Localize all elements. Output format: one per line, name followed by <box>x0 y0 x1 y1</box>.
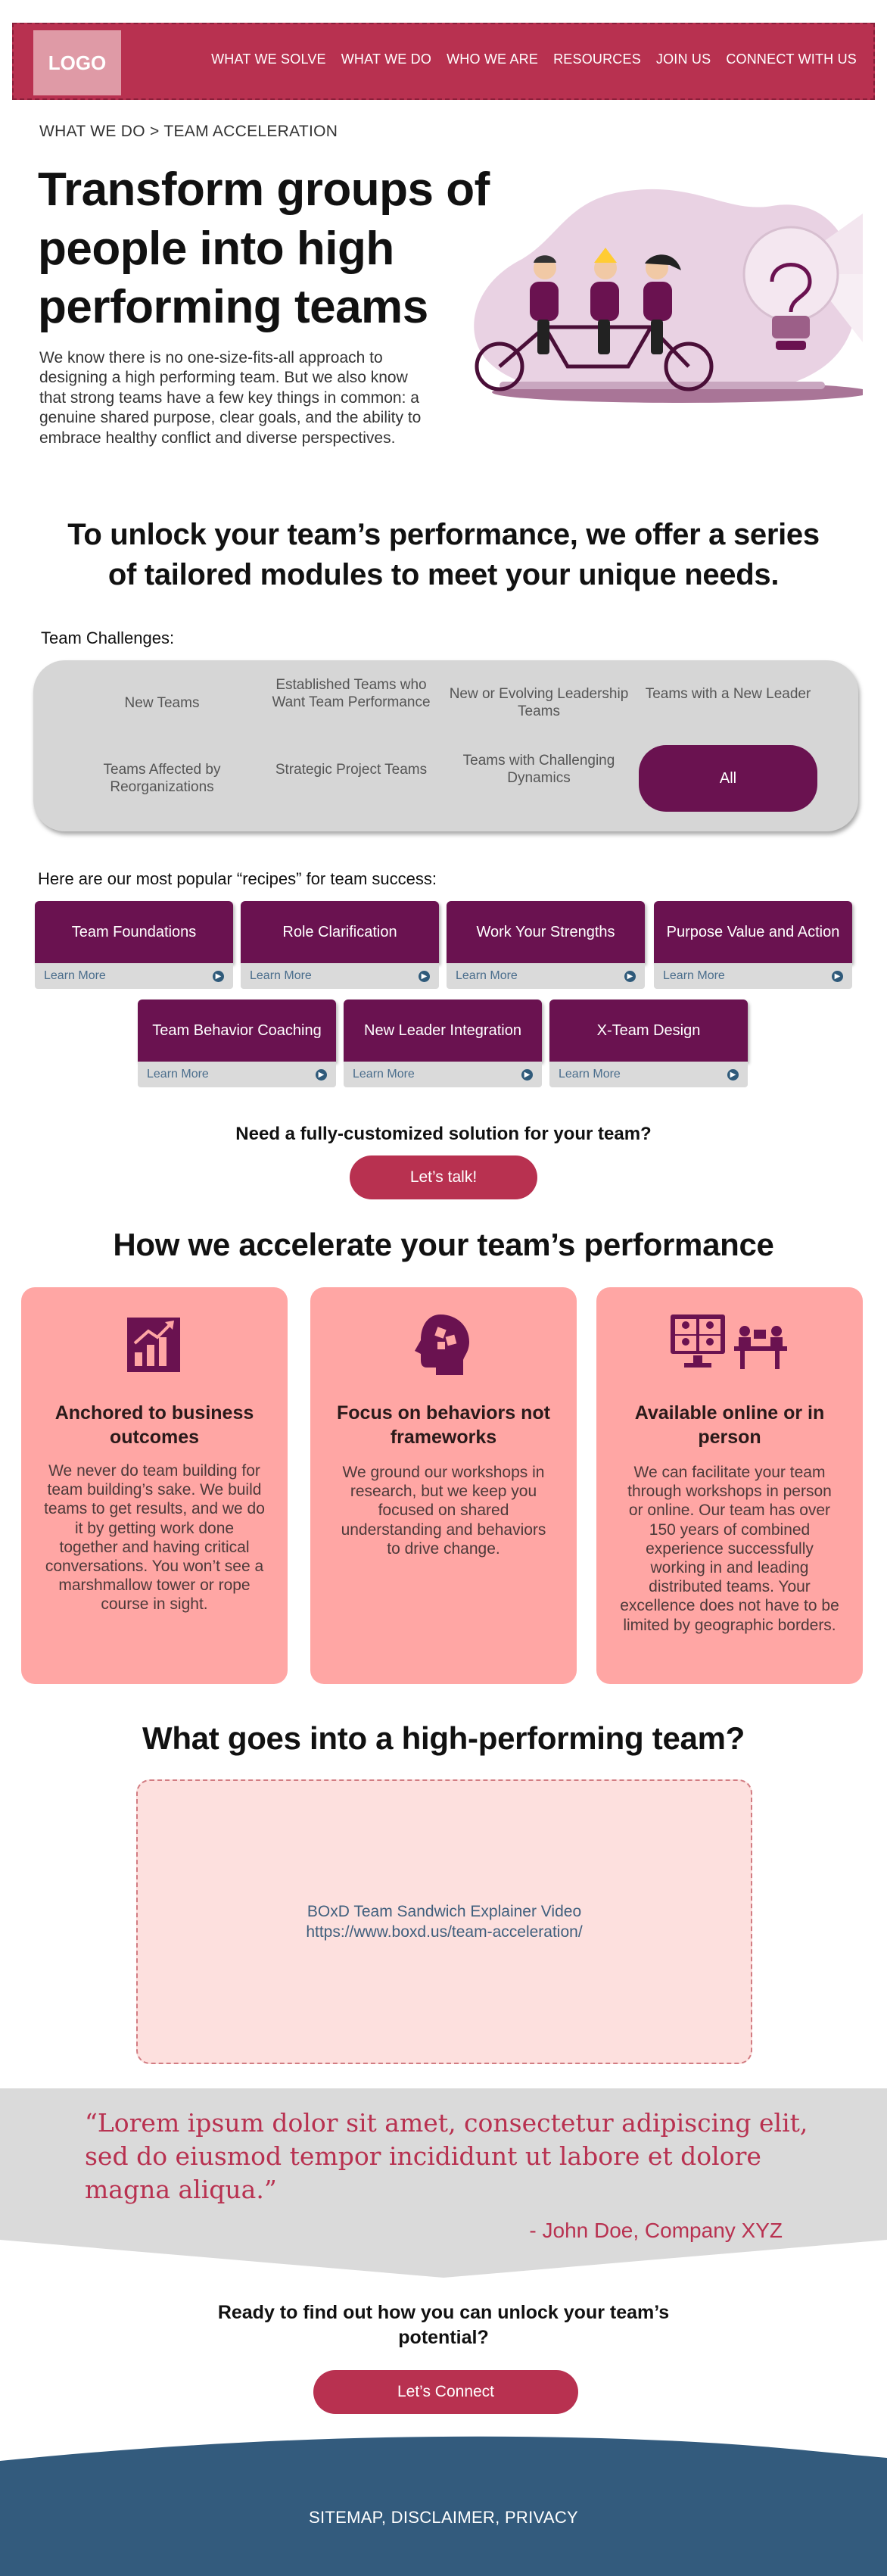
video-caption: BOxD Team Sandwich Explainer Video <box>307 1902 582 1920</box>
cta-heading-text: Ready to find out how you can unlock you… <box>217 2302 670 2348</box>
tandem-bike-illustration <box>474 189 863 403</box>
feature-card: Available online or in person We can fac… <box>596 1287 863 1684</box>
learn-more-label: Learn More <box>559 1068 621 1081</box>
feature-card: Focus on behaviors not frameworks We gro… <box>310 1287 577 1684</box>
learn-more-label: Learn More <box>353 1068 415 1081</box>
challenges-label: Team Challenges: <box>41 628 175 647</box>
arrow-right-icon: ▶ <box>316 1068 327 1081</box>
arrow-right-icon: ▶ <box>213 970 224 982</box>
video-url[interactable]: https://www.boxd.us/team-acceleration/ <box>306 1923 583 1941</box>
chip-reorganizations[interactable]: Teams Affected by Reorganizations <box>103 762 221 795</box>
breadcrumb[interactable]: WHAT WE DO > TEAM ACCELERATION <box>39 123 338 140</box>
video-placeholder[interactable]: BOxD Team Sandwich Explainer Video https… <box>136 1779 752 2064</box>
recipe-card[interactable]: Purpose Value and Action Learn More ▶ <box>654 901 852 989</box>
arrow-right-icon: ▶ <box>419 970 430 982</box>
lets-talk-button[interactable]: Let’s talk! <box>350 1155 537 1199</box>
arrow-right-icon: ▶ <box>521 1068 533 1081</box>
recipe-title[interactable]: Team Behavior Coaching <box>138 1000 336 1062</box>
nav-what-we-solve[interactable]: WHAT WE SOLVE <box>211 51 326 67</box>
feature-title: Available online or in person <box>634 1402 825 1448</box>
arrow-right-icon: ▶ <box>832 970 843 982</box>
hero-description: We know there is no one-size-fits-all ap… <box>39 349 422 447</box>
learn-more-link[interactable]: Learn More ▶ <box>447 963 645 989</box>
recipe-title[interactable]: New Leader Integration <box>344 1000 542 1062</box>
nav-what-we-do[interactable]: WHAT WE DO <box>341 51 432 67</box>
recipe-card[interactable]: X-Team Design Learn More ▶ <box>549 1000 748 1087</box>
learn-more-label: Learn More <box>44 969 106 982</box>
feature-text: We ground our workshops in research, but… <box>341 1464 546 1558</box>
recipe-title[interactable]: Role Clarification <box>241 901 439 963</box>
chip-teams-new-leader[interactable]: Teams with a New Leader <box>645 686 811 702</box>
recipe-card[interactable]: Team Foundations Learn More ▶ <box>35 901 233 989</box>
page-title: Transform groups of people into high per… <box>38 164 490 333</box>
arrow-right-icon: ▶ <box>624 970 636 982</box>
recipe-card[interactable]: Work Your Strengths Learn More ▶ <box>447 901 645 989</box>
chip-challenging-dynamics[interactable]: Teams with Challenging Dynamics <box>462 753 615 786</box>
head-puzzle-icon <box>310 1313 577 1381</box>
unlock-heading-text: To unlock your team’s performance, we of… <box>67 518 820 591</box>
recipe-card[interactable]: Role Clarification Learn More ▶ <box>241 901 439 989</box>
testimonial-author: - John Doe, Company XYZ <box>529 2219 783 2242</box>
cta-heading: Ready to find out how you can unlock you… <box>0 2300 887 2350</box>
feature-card: Anchored to business outcomes We never d… <box>21 1287 288 1684</box>
how-heading: How we accelerate your team’s performanc… <box>113 1227 774 1262</box>
online-meeting-icon <box>596 1313 863 1381</box>
recipe-card[interactable]: Team Behavior Coaching Learn More ▶ <box>138 1000 336 1087</box>
chip-new-leadership-teams[interactable]: New or Evolving Leadership Teams <box>449 686 629 719</box>
custom-solution-heading: Need a fully-customized solution for you… <box>235 1124 652 1144</box>
learn-more-link[interactable]: Learn More ▶ <box>654 963 852 989</box>
nav-connect-with-us[interactable]: CONNECT WITH US <box>726 51 857 67</box>
logo[interactable]: LOGO <box>33 30 121 95</box>
nav-menu: WHAT WE SOLVE WHAT WE DO WHO WE ARE RESO… <box>211 51 857 67</box>
chip-new-teams[interactable]: New Teams <box>124 695 200 711</box>
feature-title: Focus on behaviors not frameworks <box>337 1402 550 1448</box>
recipe-title[interactable]: Team Foundations <box>35 901 233 963</box>
video-heading: What goes into a high-performing team? <box>142 1720 745 1756</box>
feature-text: We can facilitate your team through work… <box>620 1464 839 1634</box>
recipe-title[interactable]: Work Your Strengths <box>447 901 645 963</box>
learn-more-link[interactable]: Learn More ▶ <box>241 963 439 989</box>
feature-title: Anchored to business outcomes <box>54 1402 254 1448</box>
chip-established-teams[interactable]: Established Teams who Want Team Performa… <box>272 677 431 710</box>
learn-more-link[interactable]: Learn More ▶ <box>35 963 233 989</box>
lets-connect-button[interactable]: Let’s Connect <box>313 2370 578 2414</box>
recipe-title[interactable]: Purpose Value and Action <box>654 901 852 963</box>
nav-who-we-are[interactable]: WHO WE ARE <box>447 51 539 67</box>
recipe-card[interactable]: New Leader Integration Learn More ▶ <box>344 1000 542 1087</box>
chart-growth-icon <box>21 1313 288 1381</box>
learn-more-link[interactable]: Learn More ▶ <box>549 1062 748 1087</box>
chip-strategic-project[interactable]: Strategic Project Teams <box>275 762 428 778</box>
learn-more-link[interactable]: Learn More ▶ <box>138 1062 336 1087</box>
testimonial-background <box>0 2088 887 2278</box>
nav-join-us[interactable]: JOIN US <box>655 51 711 67</box>
team-challenges-filter: New Teams Established Teams who Want Tea… <box>33 660 858 831</box>
learn-more-label: Learn More <box>250 969 312 982</box>
testimonial-quote: “Lorem ipsum dolor sit amet, consectetur… <box>85 2108 808 2204</box>
chip-all[interactable]: All <box>639 745 817 812</box>
arrow-right-icon: ▶ <box>727 1068 739 1081</box>
learn-more-label: Learn More <box>456 969 518 982</box>
learn-more-label: Learn More <box>147 1068 209 1081</box>
recipes-label: Here are our most popular “recipes” for … <box>38 869 437 888</box>
recipe-title[interactable]: X-Team Design <box>549 1000 748 1062</box>
nav-resources[interactable]: RESOURCES <box>553 51 641 67</box>
feature-text: We never do team building for team build… <box>44 1462 265 1614</box>
top-nav: LOGO WHAT WE SOLVE WHAT WE DO WHO WE ARE… <box>12 23 875 100</box>
learn-more-label: Learn More <box>663 969 725 982</box>
learn-more-link[interactable]: Learn More ▶ <box>344 1062 542 1087</box>
footer-background <box>0 2436 887 2576</box>
footer-links[interactable]: SITEMAP, DISCLAIMER, PRIVACY <box>308 2508 578 2527</box>
unlock-heading: To unlock your team’s performance, we of… <box>0 515 887 595</box>
